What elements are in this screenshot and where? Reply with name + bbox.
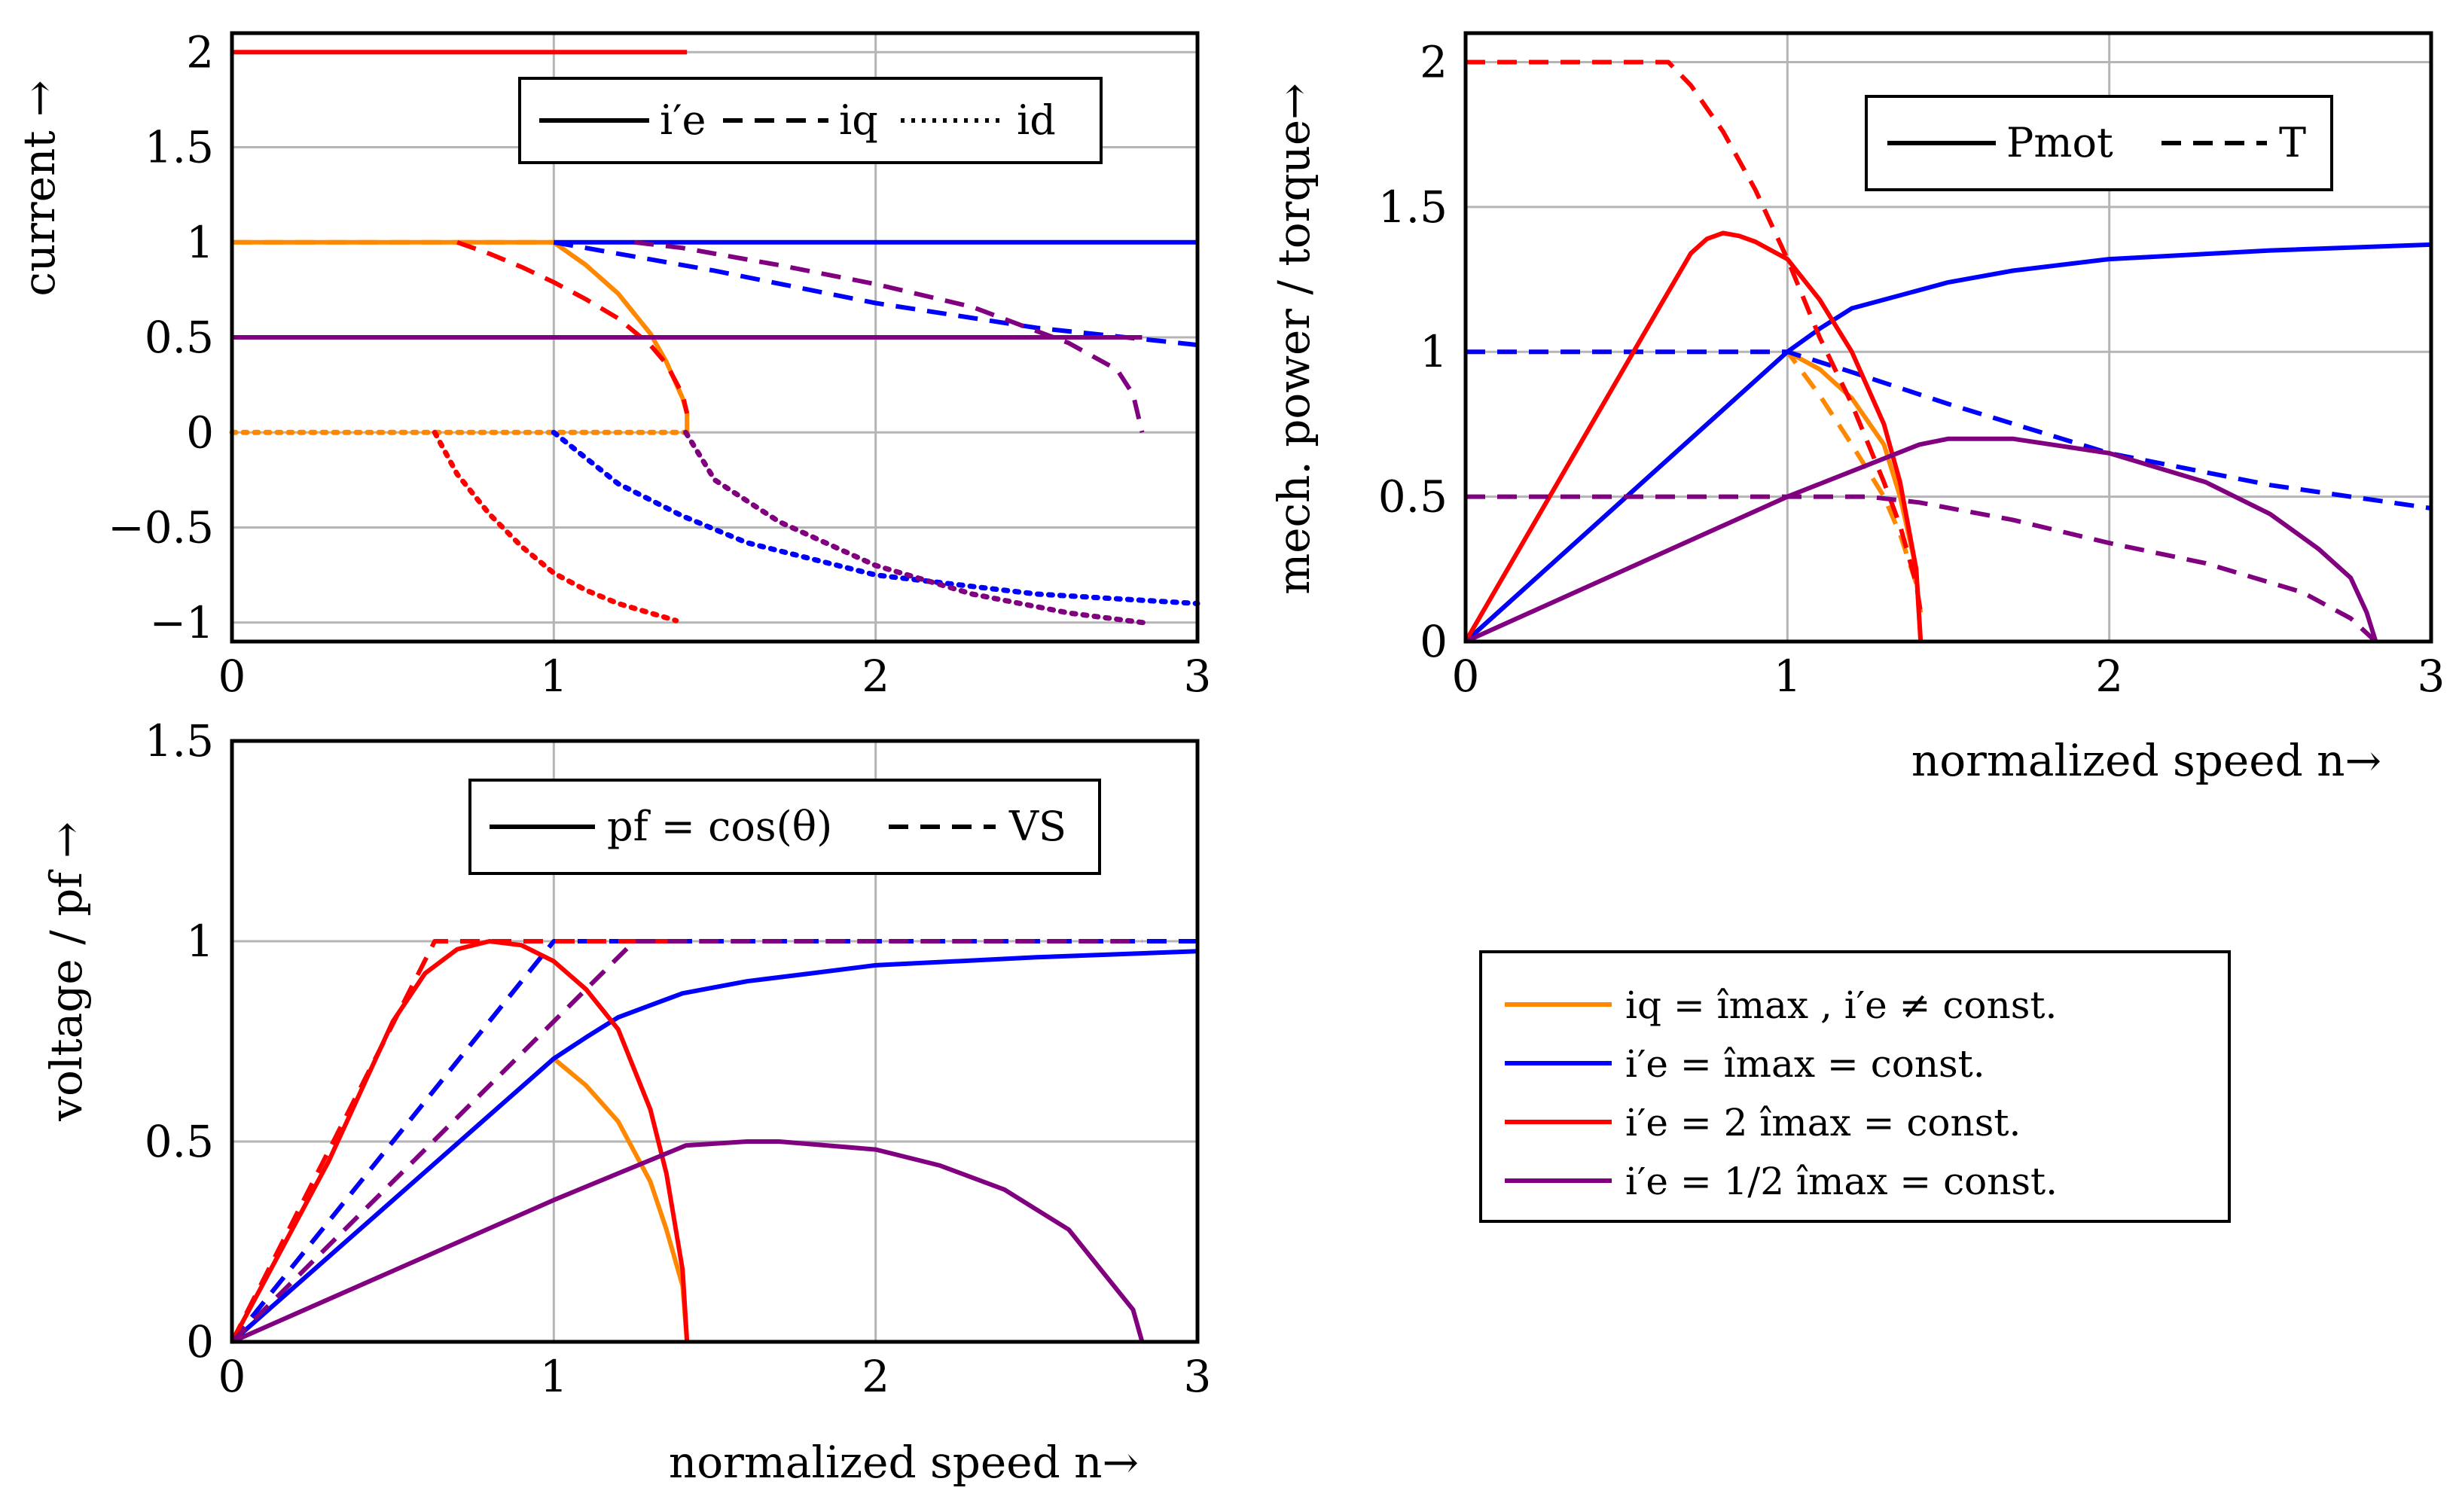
chart-current: 0 1 2 3 2 1.5 1 0.5 0 −0.5 −1 current → i′e iq id (14, 26, 1211, 702)
legend-text-orange: iq = îmax , i′e ≠ const. (1625, 983, 2057, 1027)
series-line-blue-solid (230, 949, 1198, 1344)
y-tick-label: 1.5 (1378, 181, 1448, 233)
voltage-x-label: normalized speed n→ (669, 1437, 1139, 1488)
series-line-purple-dashed (633, 239, 1145, 433)
x-tick-label: 3 (2418, 651, 2445, 702)
current-y-label: current → (14, 80, 65, 296)
x-tick-label: 2 (862, 1351, 889, 1402)
y-tick-label: 1 (186, 916, 214, 967)
x-tick-label: 0 (218, 651, 246, 702)
series-line-blue-dotted (551, 429, 1200, 606)
chart-power-torque: 0 1 2 3 2 1.5 1 0.5 0 mech. power / torque→ norm… (1268, 31, 2445, 786)
y-tick-label: 1 (1420, 326, 1448, 377)
y-tick-label: 1.5 (145, 715, 214, 767)
power-ticks: 0 1 2 3 2 1.5 1 0.5 0 (1378, 36, 2445, 702)
series-line-red-dashed (456, 239, 690, 414)
x-tick-label: 0 (218, 1351, 246, 1402)
series-line-blue-dashed (230, 939, 1197, 1343)
y-tick-label: 1.5 (145, 122, 214, 173)
series-line-purple-dotted (683, 429, 1146, 626)
series-line-purple-solid (1464, 436, 2378, 644)
color-legend-box (1479, 950, 2231, 1223)
color-legend: iq = îmax , i′e ≠ const. i′e = îmax = co… (1479, 950, 2231, 1223)
legend-text-red: i′e = 2 îmax = const. (1625, 1101, 2021, 1145)
series-line-red-dotted (432, 429, 679, 623)
voltage-legend-label-pf: pf = cos(θ) (607, 803, 832, 850)
current-legend-label-id: id (1017, 96, 1056, 144)
current-ticks: 0 1 2 3 2 1.5 1 0.5 0 −0.5 −1 (108, 26, 1211, 702)
legend-text-purple: i′e = 1/2 îmax = const. (1625, 1160, 2058, 1203)
series-line-purple-solid (230, 1139, 1145, 1344)
chart-voltage-pf: 0 1 2 3 1.5 1 0.5 0 voltage / pf → normalized s… (41, 715, 1211, 1488)
series-line-red-solid (1463, 230, 1924, 643)
voltage-series (230, 939, 1198, 1344)
y-tick-label: 0 (186, 407, 214, 458)
series-line-orange-dashed (232, 239, 690, 414)
y-tick-label: 0.5 (145, 1116, 214, 1167)
legend-text-blue: i′e = îmax = const. (1625, 1042, 1985, 1086)
series-line-purple-dashed (1466, 494, 2378, 644)
current-legend-label-ie: i′e (660, 96, 706, 144)
x-tick-label: 1 (1774, 651, 1802, 702)
x-tick-label: 1 (540, 1351, 568, 1402)
series-line-red-dashed (230, 939, 688, 1343)
y-tick-label: 0.5 (1378, 471, 1448, 523)
x-tick-label: 2 (862, 651, 889, 702)
series-line-orange-dashed (1466, 349, 1924, 613)
power-legend-label-pmot: Pmot (2006, 119, 2113, 166)
y-tick-label: 0 (1420, 616, 1448, 667)
power-y-label: mech. power / torque→ (1268, 83, 1319, 595)
current-plot-frame (230, 31, 1200, 644)
y-tick-label: 2 (1420, 36, 1448, 87)
power-legend-label-t: T (2279, 119, 2306, 166)
current-legend-label-iq: iq (839, 96, 878, 144)
y-tick-label: 0 (186, 1316, 214, 1367)
y-tick-label: 1 (186, 217, 214, 268)
series-line-blue-dashed (1466, 349, 2432, 511)
power-series (1463, 59, 2432, 644)
voltage-ticks: 0 1 2 3 1.5 1 0.5 0 (145, 715, 1212, 1402)
voltage-legend-label-vs: VS (1008, 803, 1066, 850)
y-tick-label: −1 (150, 597, 215, 648)
x-tick-label: 3 (1184, 651, 1212, 702)
x-tick-label: 1 (540, 651, 568, 702)
power-plot-frame (1463, 31, 2433, 644)
series-line-red-solid (230, 939, 690, 1343)
series-line-blue-dashed (553, 239, 1198, 348)
y-tick-label: 2 (186, 26, 214, 78)
series-line-orange-solid (230, 1056, 690, 1344)
series-line-blue-solid (1463, 242, 2432, 644)
x-tick-label: 3 (1184, 1351, 1212, 1402)
current-legend: i′e iq id (518, 77, 1103, 164)
voltage-plot-frame (230, 739, 1200, 1344)
power-x-label: normalized speed n→ (1911, 735, 2381, 786)
current-series (229, 50, 1200, 626)
y-tick-label: −0.5 (108, 502, 214, 553)
series-line-red-dashed (1466, 59, 1924, 613)
x-tick-label: 2 (2095, 651, 2123, 702)
voltage-legend: pf = cos(θ) VS (468, 779, 1101, 875)
power-legend: Pmot T (1865, 95, 2333, 191)
x-tick-label: 0 (1452, 651, 1480, 702)
voltage-y-label: voltage / pf → (41, 822, 92, 1122)
y-tick-label: 0.5 (145, 312, 214, 363)
